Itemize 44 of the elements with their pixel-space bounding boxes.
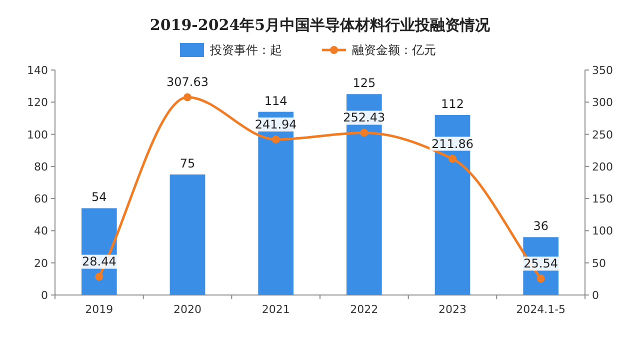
data-label: 25.54 bbox=[524, 256, 558, 271]
data-label: 211.86 bbox=[432, 136, 474, 151]
chart-title: 2019-2024年5月中国半导体材料行业投融资情况 bbox=[150, 16, 492, 34]
x-tick-label: 2019 bbox=[85, 303, 114, 316]
y-tick-label: 0 bbox=[41, 289, 48, 302]
data-label: 54 bbox=[92, 190, 107, 204]
y2-tick-label: 350 bbox=[592, 64, 613, 77]
data-label: 36 bbox=[533, 219, 548, 234]
point bbox=[448, 154, 456, 163]
point bbox=[272, 135, 280, 144]
x-tick-label: 2020 bbox=[174, 303, 202, 316]
x-tick-label: 2021 bbox=[262, 303, 290, 316]
y-tick-label: 60 bbox=[34, 192, 48, 206]
point bbox=[360, 128, 368, 137]
data-label: 75 bbox=[180, 156, 196, 170]
y2-tick-label: 300 bbox=[592, 96, 613, 110]
y2-tick-label: 0 bbox=[592, 289, 599, 302]
data-label: 112 bbox=[441, 97, 464, 111]
y2-tick-label: 200 bbox=[592, 160, 613, 174]
y2-tick-label: 50 bbox=[592, 256, 606, 270]
y2-tick-label: 250 bbox=[592, 128, 613, 142]
bar bbox=[170, 174, 206, 295]
data-label: 125 bbox=[352, 76, 376, 90]
point bbox=[184, 93, 192, 102]
point bbox=[95, 272, 104, 281]
data-label: 252.43 bbox=[343, 110, 386, 125]
x-tick-label: 2022 bbox=[350, 303, 378, 316]
y2-tick-label: 150 bbox=[592, 192, 613, 206]
y-tick-label: 80 bbox=[34, 160, 48, 174]
y-tick-label: 120 bbox=[27, 96, 48, 110]
y-tick-label: 140 bbox=[27, 64, 48, 77]
x-tick-label: 2024.1-5 bbox=[516, 303, 566, 316]
legend-label: 融资金额：亿元 bbox=[352, 43, 436, 57]
x-tick-label: 2023 bbox=[438, 303, 466, 316]
point bbox=[536, 274, 545, 283]
y-tick-label: 100 bbox=[27, 128, 48, 142]
data-label: 114 bbox=[264, 94, 288, 108]
legend-label: 投资事件：起 bbox=[209, 43, 282, 57]
data-label: 241.94 bbox=[254, 117, 297, 132]
y-tick-label: 40 bbox=[34, 224, 48, 238]
y-tick-label: 20 bbox=[34, 256, 48, 270]
data-label: 307.63 bbox=[166, 75, 208, 90]
data-label: 28.44 bbox=[82, 254, 116, 269]
y2-tick-label: 100 bbox=[592, 224, 613, 238]
